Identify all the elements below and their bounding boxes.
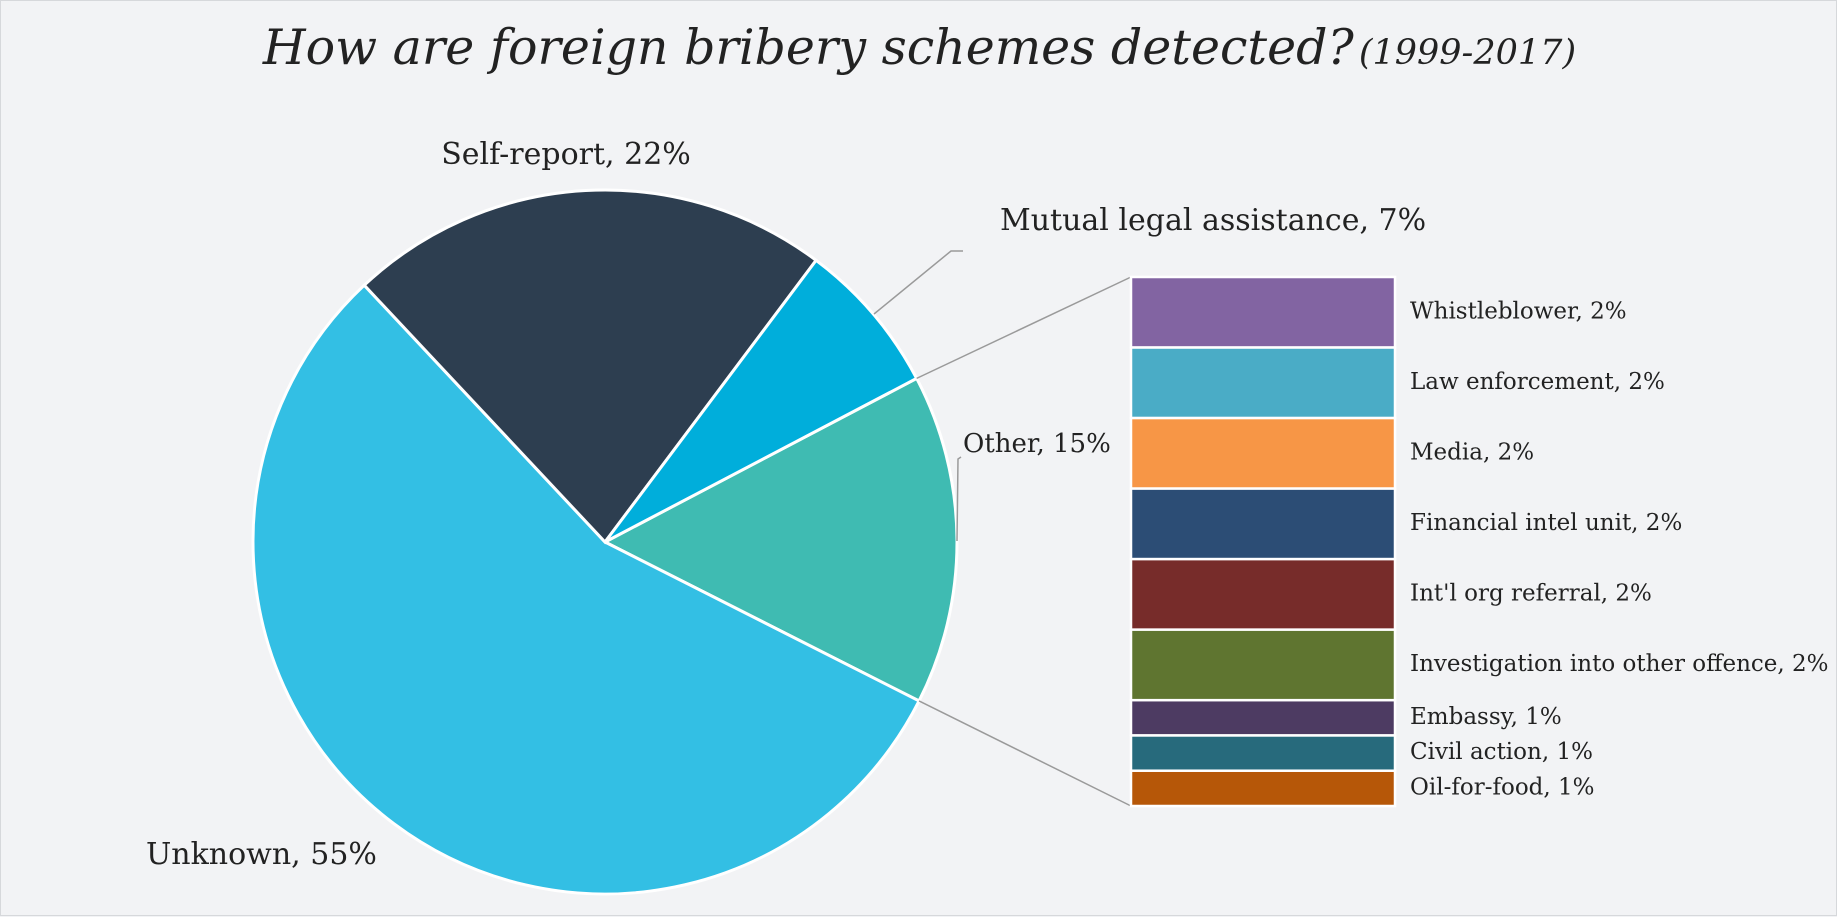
pie-label-unknown: Unknown, 55% bbox=[146, 837, 377, 872]
breakdown-bar-civil-action bbox=[1129, 734, 1397, 772]
breakdown-label-financial-intel-unit: Financial intel unit, 2% bbox=[1410, 510, 1682, 536]
breakdown-bar-law-enforcement bbox=[1129, 346, 1397, 420]
breakdown-connector-bottom bbox=[918, 700, 1132, 807]
breakdown-label-whistleblower: Whistleblower, 2% bbox=[1410, 298, 1627, 324]
pie-slice-unknown bbox=[251, 283, 922, 896]
breakdown-bar-media bbox=[1129, 416, 1397, 490]
pie-label-other: Other, 15% bbox=[963, 429, 1111, 459]
leader-line-other bbox=[956, 456, 962, 542]
leader-line-mutual-legal-assistance bbox=[873, 250, 963, 315]
pie-label-self-report: Self-report, 22% bbox=[441, 137, 691, 172]
breakdown-label-oil-for-food: Oil-for-food, 1% bbox=[1410, 774, 1595, 800]
breakdown-label-civil-action: Civil action, 1% bbox=[1410, 739, 1593, 765]
breakdown-connector-top bbox=[916, 276, 1132, 380]
breakdown-label-law-enforcement: Law enforcement, 2% bbox=[1410, 369, 1665, 395]
chart-title-main: How are foreign bribery schemes detected… bbox=[262, 19, 1354, 76]
breakdown-label-media: Media, 2% bbox=[1410, 439, 1534, 465]
pie-slice-self-report bbox=[362, 188, 819, 545]
pie-slice-mutual-legal-assistance bbox=[603, 258, 919, 544]
pie-label-mutual-legal-assistance: Mutual legal assistance, 7% bbox=[1000, 203, 1426, 238]
breakdown-bar-oil-for-food bbox=[1129, 769, 1397, 808]
breakdown-label-embassy: Embassy, 1% bbox=[1410, 704, 1562, 730]
chart-title-subtitle: (1999-2017) bbox=[1358, 33, 1577, 73]
breakdown-label-int-l-org-referral: Int'l org referral, 2% bbox=[1410, 580, 1652, 606]
breakdown-bar-investigation-into-other-offence bbox=[1129, 628, 1397, 702]
breakdown-bar-whistleblower bbox=[1129, 275, 1397, 349]
breakdown-bar-embassy bbox=[1129, 698, 1397, 737]
breakdown-bar-int-l-org-referral bbox=[1129, 557, 1397, 631]
chart-title: How are foreign bribery schemes detected… bbox=[1, 19, 1837, 76]
breakdown-label-investigation-into-other-offence: Investigation into other offence, 2% bbox=[1410, 651, 1829, 677]
breakdown-bar-financial-intel-unit bbox=[1129, 487, 1397, 561]
